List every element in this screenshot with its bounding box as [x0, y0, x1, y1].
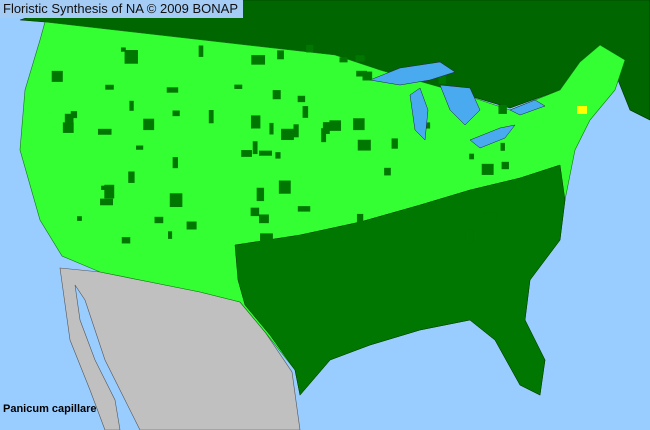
county-patch	[104, 184, 115, 199]
county-patch	[481, 163, 494, 175]
county-patch	[391, 138, 398, 149]
county-patches	[51, 44, 509, 251]
county-patch	[136, 145, 144, 150]
county-patch	[277, 50, 284, 60]
county-patch	[128, 171, 135, 183]
county-patch	[278, 180, 291, 194]
county-patch	[498, 104, 507, 114]
county-patch	[297, 206, 311, 212]
county-patch	[100, 198, 114, 206]
county-patch	[275, 152, 281, 159]
species-name: Panicum capillare	[3, 403, 97, 415]
county-patch	[208, 110, 214, 124]
county-patch	[321, 128, 327, 143]
county-patch	[172, 157, 178, 169]
county-patch	[465, 229, 474, 244]
county-patch	[362, 71, 373, 81]
county-patch	[154, 216, 164, 224]
county-patch	[251, 55, 266, 65]
county-patch	[121, 237, 131, 244]
county-patch	[469, 153, 475, 160]
county-patch	[438, 75, 446, 84]
county-patch	[356, 213, 364, 227]
county-patch	[129, 100, 134, 111]
county-patch	[357, 139, 371, 151]
county-patch	[301, 237, 312, 251]
county-patch	[260, 233, 273, 242]
county-patch	[120, 47, 126, 52]
great-lakes	[369, 61, 546, 149]
county-patch	[484, 212, 497, 223]
county-patch	[64, 113, 74, 128]
county-patch	[256, 187, 265, 202]
county-patch	[143, 118, 155, 131]
county-patch	[250, 207, 260, 217]
map-title: Floristic Synthesis of NA © 2009 BONAP	[0, 0, 244, 18]
county-patch	[241, 150, 252, 157]
county-patch	[234, 84, 243, 89]
county-patch	[169, 193, 183, 208]
county-patch	[500, 142, 505, 151]
county-patch	[297, 95, 306, 103]
southeast-dense-records	[234, 164, 566, 396]
county-patch	[355, 55, 365, 62]
county-patch	[306, 44, 314, 53]
county-patch	[198, 45, 204, 57]
county-patch	[329, 120, 342, 131]
county-patch	[339, 57, 348, 63]
county-patch	[250, 115, 261, 129]
county-patch	[252, 141, 258, 155]
county-patch	[293, 124, 299, 138]
county-patch	[259, 214, 269, 224]
county-patch	[172, 110, 180, 117]
county-patch	[124, 50, 138, 64]
county-patch	[166, 87, 179, 93]
yellow-counties	[577, 106, 587, 114]
county-patch	[384, 167, 391, 176]
county-patch	[356, 70, 368, 77]
county-patch	[353, 118, 365, 131]
county-patch	[269, 122, 274, 135]
county-patch	[77, 216, 82, 221]
county-patch	[51, 70, 63, 82]
county-patch	[425, 122, 431, 129]
county-patch	[168, 231, 173, 239]
county-patch	[302, 106, 309, 118]
county-patch	[97, 128, 112, 135]
county-patch	[272, 90, 281, 100]
county-patch	[186, 221, 197, 230]
county-patch	[281, 128, 294, 141]
county-patch	[501, 161, 509, 170]
county-patch	[322, 122, 330, 134]
county-patch	[70, 111, 78, 119]
county-patch	[105, 84, 114, 90]
county-patch	[258, 150, 272, 156]
